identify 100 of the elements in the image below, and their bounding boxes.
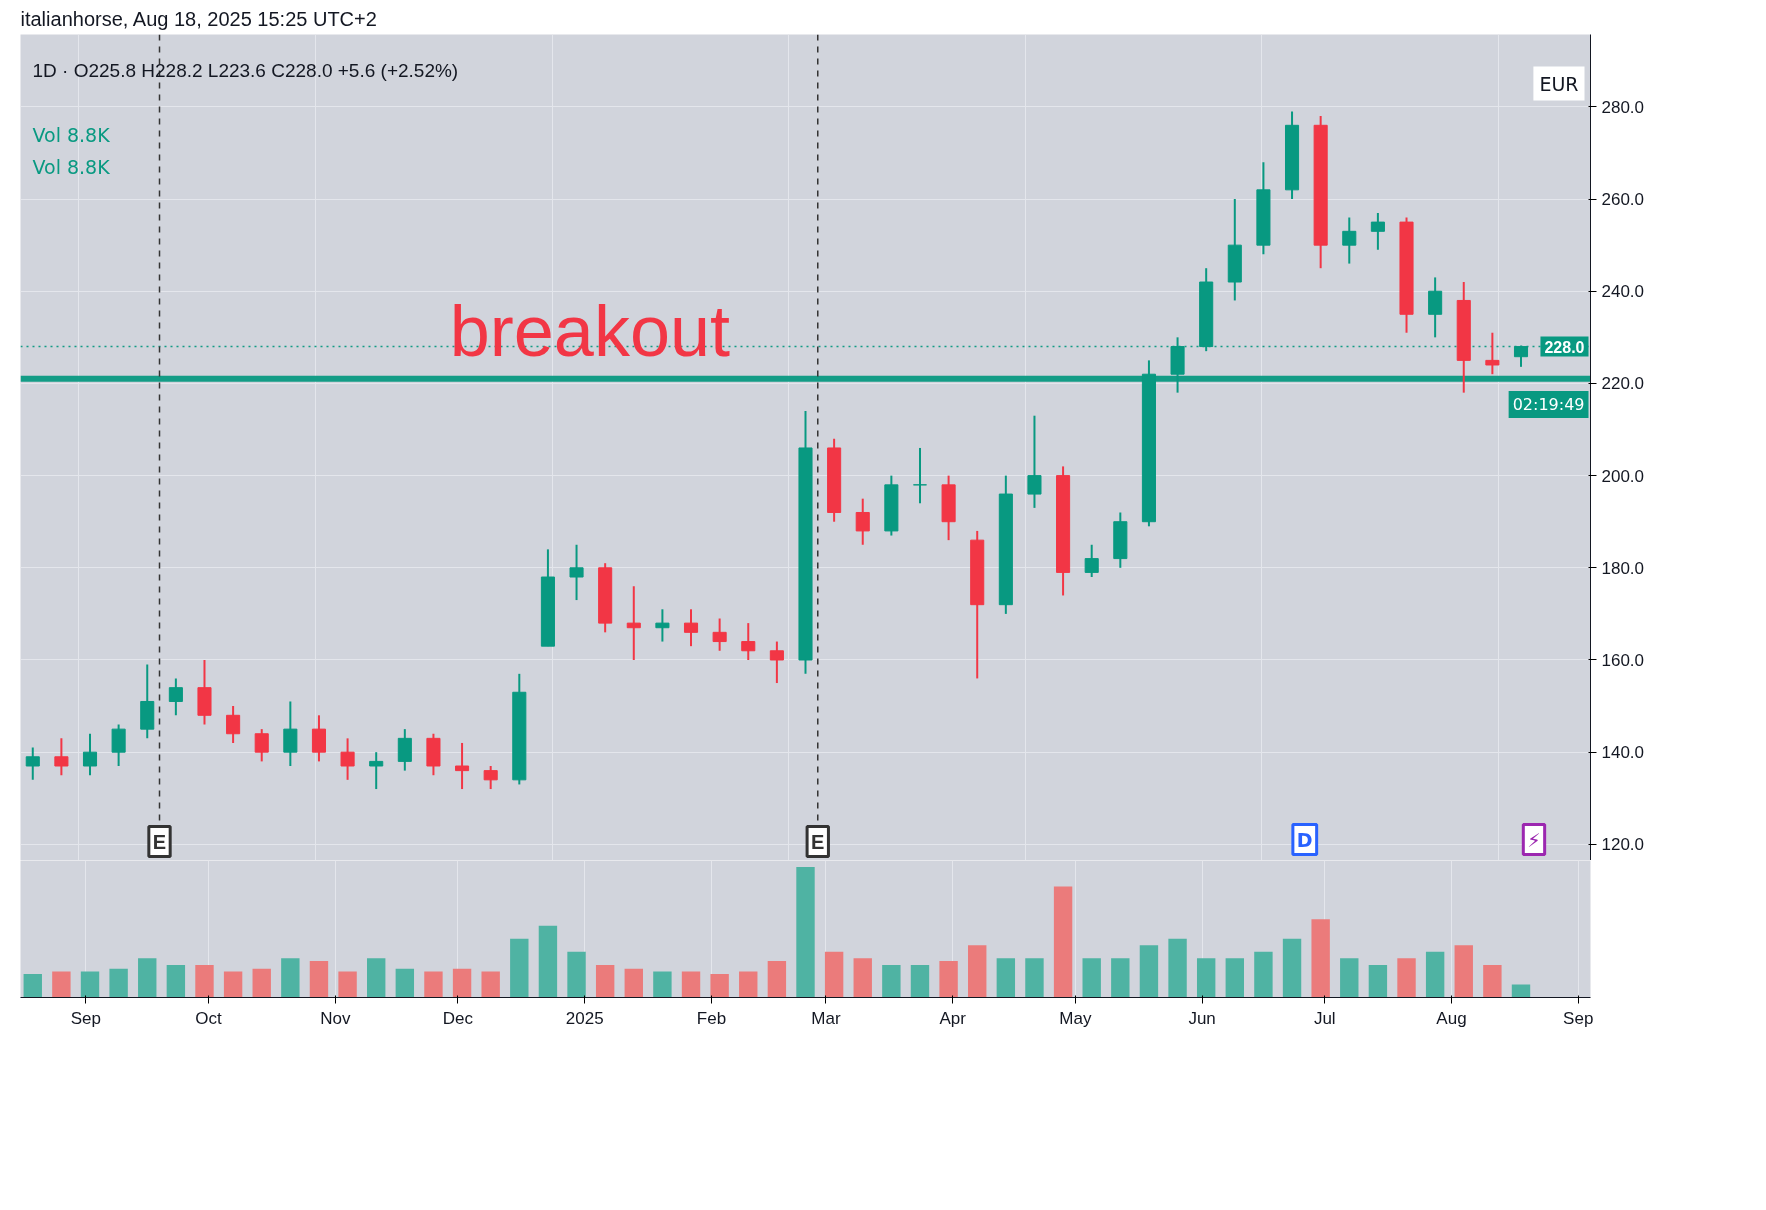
annotation: 02:19:49	[1512, 395, 1585, 415]
annotation: Vol 8.8K	[32, 155, 111, 178]
bar	[367, 958, 386, 998]
text: 1D · O225.8 H228.2 L223.6 C228.0 +5.6 (+2.52%)	[32, 59, 459, 81]
candlestick	[369, 751, 384, 791]
x-tick-label: Aug	[1436, 1008, 1467, 1028]
x-tick-label: Sep	[1563, 1008, 1594, 1028]
candlestick	[311, 714, 327, 763]
candlestick	[1084, 543, 1099, 579]
candlestick	[226, 705, 241, 744]
candlestick	[712, 617, 727, 652]
bar	[1111, 958, 1130, 998]
x-tick-label: Feb	[696, 1008, 727, 1028]
bar	[395, 968, 415, 998]
bar	[510, 938, 529, 998]
bar	[538, 925, 558, 998]
bar	[1511, 984, 1531, 998]
x-tick-label: Jun	[1188, 1008, 1216, 1028]
bar	[939, 960, 958, 998]
bar	[739, 971, 758, 998]
bar	[1225, 958, 1244, 998]
bar	[1196, 958, 1216, 998]
bar	[882, 964, 901, 998]
x-tick-label: Nov	[320, 1008, 351, 1028]
candlestick	[111, 723, 126, 768]
annotation: ⚡	[1527, 828, 1541, 851]
bar	[1454, 945, 1473, 998]
ref-line-label: 228.0	[1544, 338, 1585, 356]
x-tick-label: Sep	[70, 1008, 102, 1028]
bar	[796, 867, 815, 998]
bar	[996, 958, 1016, 998]
y-tick-label: 180.0	[1601, 558, 1645, 578]
candlestick	[1370, 211, 1385, 251]
bar	[567, 951, 586, 998]
candlestick	[569, 543, 584, 602]
candlestick	[397, 728, 412, 772]
candlestick	[1428, 276, 1443, 339]
bar	[1139, 945, 1159, 998]
bar	[624, 968, 643, 998]
candlestick	[683, 608, 699, 648]
bar	[595, 964, 615, 998]
y-tick-label: 260.0	[1601, 190, 1645, 210]
bar	[309, 960, 329, 998]
candlestick	[626, 585, 641, 661]
bar	[910, 964, 930, 998]
candlestick	[54, 737, 69, 777]
bar	[710, 974, 729, 998]
candlestick	[455, 741, 470, 791]
bar	[1168, 938, 1187, 998]
bar	[1483, 964, 1502, 998]
annotation: EUR	[1539, 72, 1579, 95]
x-tick-label: Apr	[939, 1008, 967, 1028]
bar	[338, 971, 357, 998]
y-tick-label: 280.0	[1601, 97, 1645, 117]
bar	[1254, 951, 1273, 998]
bar	[138, 958, 157, 998]
candlestick	[1342, 216, 1357, 265]
ref-line-label: E	[811, 830, 825, 853]
ref-line-label: E	[152, 830, 167, 853]
candlestick	[655, 608, 670, 643]
bar	[166, 964, 186, 998]
candlestick	[1027, 414, 1042, 509]
bar	[767, 960, 787, 998]
bar	[653, 971, 672, 998]
bar	[1425, 951, 1445, 998]
bar	[1053, 886, 1073, 998]
candlestick	[1485, 331, 1500, 376]
y-tick-label: 240.0	[1601, 282, 1645, 302]
x-tick-label: Jul	[1313, 1008, 1336, 1028]
y-tick-label: 120.0	[1601, 835, 1645, 855]
bar	[52, 971, 71, 998]
bar	[824, 951, 844, 998]
candlestick	[855, 497, 870, 546]
annotation: Vol 8.8K	[32, 123, 111, 146]
annotation: D	[1296, 828, 1313, 851]
bar	[195, 964, 214, 998]
x-tick-label: 2025	[565, 1008, 604, 1028]
bar	[80, 971, 100, 998]
candlestick	[340, 737, 355, 781]
candlestick	[283, 700, 298, 768]
y-tick-label: 220.0	[1601, 374, 1645, 394]
bar	[223, 971, 243, 998]
y-tick-label: 160.0	[1601, 650, 1645, 670]
candlestick	[254, 728, 269, 763]
bar	[1082, 958, 1101, 998]
ref-line-label: breakout	[449, 290, 730, 371]
candlestick	[82, 732, 98, 777]
x-tick-label: May	[1059, 1008, 1092, 1028]
candlestick	[168, 677, 183, 717]
candlestick	[25, 746, 40, 781]
bar	[1397, 958, 1416, 998]
bar	[681, 971, 701, 998]
bar	[1282, 938, 1302, 998]
bar	[281, 958, 300, 998]
x-tick-label: Mar	[811, 1008, 841, 1028]
x-tick-label: Oct	[195, 1008, 223, 1028]
candlestick	[769, 640, 784, 685]
candlestick	[483, 765, 498, 791]
bar	[853, 958, 872, 998]
bar	[452, 968, 472, 998]
